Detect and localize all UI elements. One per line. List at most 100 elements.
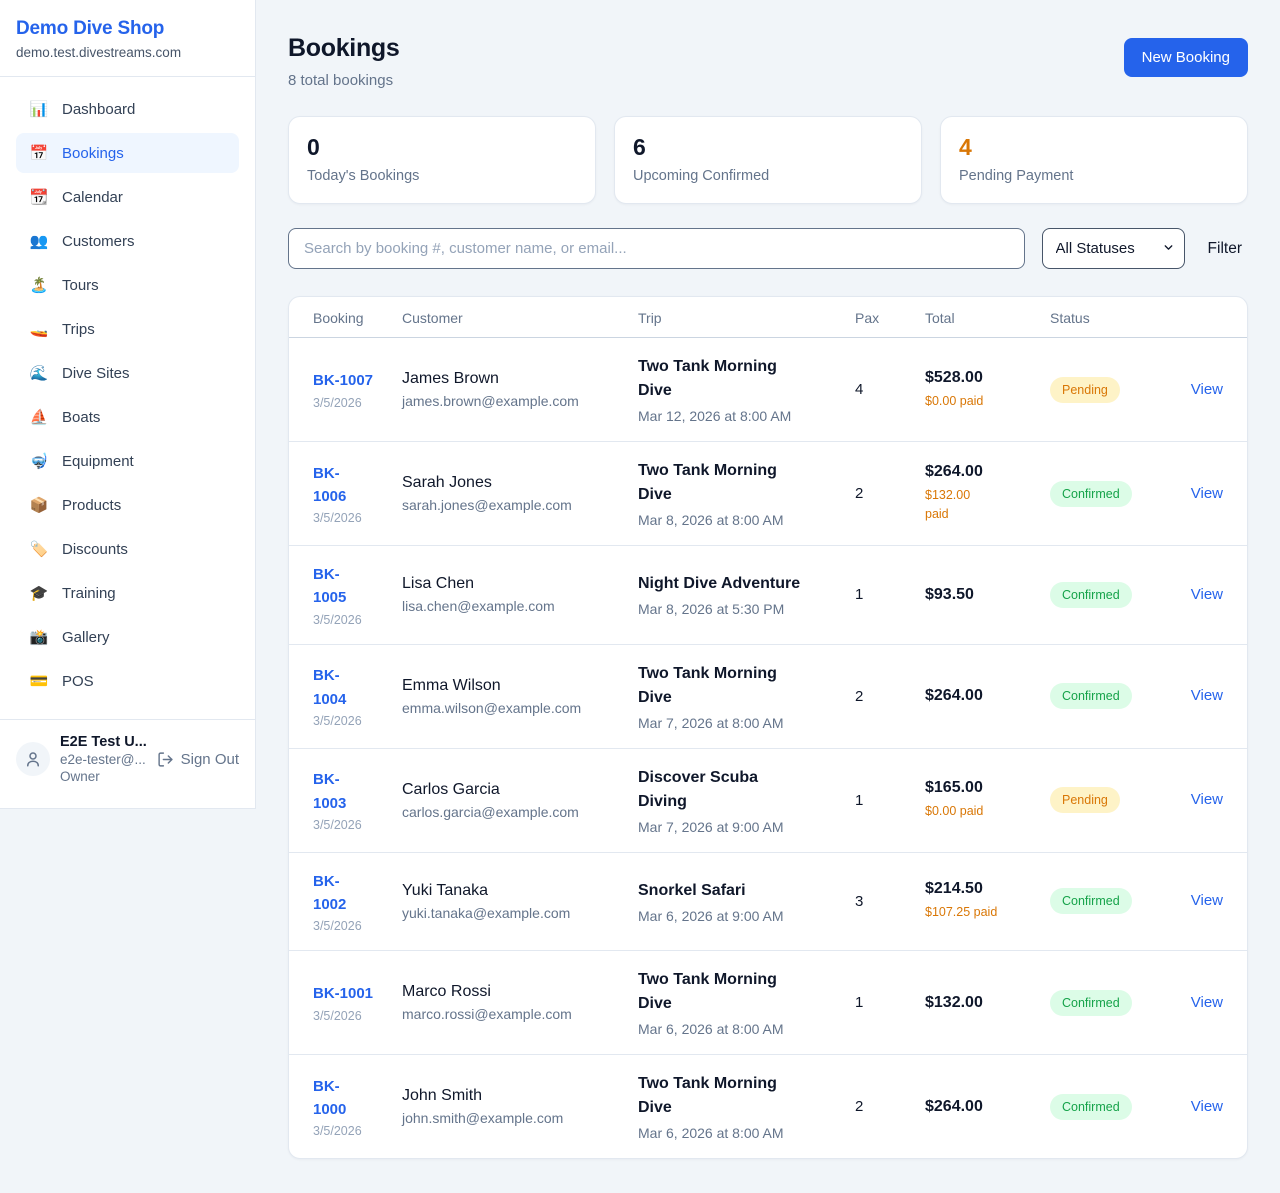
booking-cell: BK- 1003 3/5/2026 bbox=[289, 748, 402, 853]
sidebar-item-label: Training bbox=[62, 584, 116, 602]
sidebar-item-dive-sites[interactable]: 🌊 Dive Sites bbox=[16, 353, 239, 393]
sidebar-item-training[interactable]: 🎓 Training bbox=[16, 573, 239, 613]
wave-icon: 🌊 bbox=[29, 365, 49, 382]
sidebar-item-dashboard[interactable]: 📊 Dashboard bbox=[16, 89, 239, 129]
trip-datetime: Mar 8, 2026 at 8:00 AM bbox=[638, 512, 784, 528]
status-badge: Confirmed bbox=[1050, 480, 1132, 507]
booking-id-link[interactable]: BK- 1005 bbox=[313, 566, 347, 607]
user-email: e2e-tester@... bbox=[60, 752, 146, 767]
total-amount: $528.00 bbox=[925, 368, 983, 386]
sidebar-item-bookings[interactable]: 📅 Bookings bbox=[16, 133, 239, 173]
pax-cell: 2 bbox=[855, 441, 925, 546]
view-cell: View bbox=[1173, 748, 1247, 853]
view-cell: View bbox=[1173, 644, 1247, 749]
sidebar-item-customers[interactable]: 👥 Customers bbox=[16, 221, 239, 261]
stat-label: Pending Payment bbox=[959, 168, 1074, 184]
customer-name: James Brown bbox=[402, 370, 499, 387]
sidebar-item-label: Trips bbox=[62, 320, 95, 338]
shop-name: Demo Dive Shop bbox=[16, 18, 165, 39]
table-row: BK- 1003 3/5/2026 Carlos Garcia carlos.garc… bbox=[289, 748, 1247, 853]
user-name: E2E Test U... bbox=[60, 734, 147, 750]
booking-id-link[interactable]: BK-1001 bbox=[313, 985, 374, 1003]
trip-name: Night Dive Adventure bbox=[638, 575, 801, 593]
calendar-icon: 📅 bbox=[29, 145, 49, 162]
sidebar-item-label: Gallery bbox=[62, 628, 110, 646]
pax-count: 4 bbox=[855, 381, 864, 398]
trip-datetime: Mar 7, 2026 at 9:00 AM bbox=[638, 818, 784, 835]
booking-cell: BK- 1004 3/5/2026 bbox=[289, 644, 402, 749]
pax-cell: 1 bbox=[855, 748, 925, 853]
view-booking-link[interactable]: View bbox=[1190, 585, 1223, 603]
booking-id-link[interactable]: BK-1007 bbox=[313, 372, 374, 390]
amount-paid: $107.25 paid bbox=[925, 905, 998, 920]
page-title: Bookings bbox=[288, 34, 400, 62]
sidebar-item-products[interactable]: 📦 Products bbox=[16, 485, 239, 525]
sidebar-item-tours[interactable]: 🏝️ Tours bbox=[16, 265, 239, 305]
view-booking-link[interactable]: View bbox=[1190, 993, 1223, 1011]
new-booking-button[interactable]: New Booking bbox=[1123, 38, 1248, 77]
booking-cell: BK- 1000 3/5/2026 bbox=[289, 1055, 402, 1159]
customer-email: john.smith@example.com bbox=[402, 1110, 564, 1126]
view-booking-link[interactable]: View bbox=[1190, 1097, 1223, 1115]
sidebar-item-pos[interactable]: 💳 POS bbox=[16, 661, 239, 701]
table-row: BK- 1002 3/5/2026 Yuki Tanaka yuki.tanaka@e… bbox=[289, 852, 1247, 951]
sign-out-button[interactable]: Sign Out bbox=[157, 751, 239, 768]
view-booking-link[interactable]: View bbox=[1190, 892, 1223, 910]
user-avatar-icon bbox=[27, 752, 39, 767]
column-header-customer: Customer bbox=[402, 297, 638, 338]
customer-cell: John Smith john.smith@example.com bbox=[402, 1055, 638, 1159]
trip-name: Two Tank Morning Dive bbox=[638, 1075, 777, 1116]
total-amount: $264.00 bbox=[925, 687, 983, 704]
customer-email: emma.wilson@example.com bbox=[402, 699, 582, 716]
search-input[interactable] bbox=[288, 228, 1025, 269]
user-info: E2E Test U... e2e-tester@... Owner bbox=[60, 734, 147, 784]
total-amount: $264.00 bbox=[925, 1097, 983, 1115]
booking-date: 3/5/2026 bbox=[313, 511, 362, 526]
table-header: Booking Customer Trip Pax Total Status bbox=[289, 297, 1247, 338]
view-booking-link[interactable]: View bbox=[1190, 791, 1223, 808]
sidebar-item-gallery[interactable]: 📸 Gallery bbox=[16, 617, 239, 657]
customer-name: Emma Wilson bbox=[402, 676, 501, 694]
booking-id-link[interactable]: BK- 1006 bbox=[313, 464, 347, 505]
status-cell: Pending bbox=[1050, 748, 1173, 853]
filter-button[interactable]: Filter bbox=[1202, 240, 1248, 258]
sidebar-item-calendar[interactable]: 📆 Calendar bbox=[16, 177, 239, 217]
tear-calendar-icon: 📆 bbox=[29, 189, 49, 206]
view-booking-link[interactable]: View bbox=[1190, 687, 1223, 704]
sidebar-item-label: Dashboard bbox=[62, 100, 136, 118]
view-booking-link[interactable]: View bbox=[1190, 484, 1223, 502]
status-badge: Confirmed bbox=[1050, 581, 1132, 608]
booking-id-link[interactable]: BK- 1002 bbox=[313, 872, 347, 913]
sidebar-item-trips[interactable]: 🚤 Trips bbox=[16, 309, 239, 349]
trip-cell: Two Tank Morning Dive Mar 12, 2026 at 8:0… bbox=[638, 337, 855, 442]
sidebar-item-equipment[interactable]: 🤿 Equipment bbox=[16, 441, 239, 481]
stat-value: 6 bbox=[633, 134, 646, 160]
view-cell: View bbox=[1173, 852, 1247, 951]
trip-datetime: Mar 8, 2026 at 5:30 PM bbox=[638, 601, 785, 618]
user-avatar bbox=[16, 742, 50, 776]
bookings-count: 8 total bookings bbox=[288, 72, 394, 89]
stat-card-pending-payment: 4 Pending Payment bbox=[940, 116, 1248, 204]
sidebar-item-label: Discounts bbox=[62, 540, 128, 558]
booking-date: 3/5/2026 bbox=[313, 395, 362, 410]
total-amount: $214.50 bbox=[925, 880, 983, 898]
booking-date: 3/5/2026 bbox=[313, 612, 362, 627]
customer-email: lisa.chen@example.com bbox=[402, 598, 555, 615]
status-cell: Confirmed bbox=[1050, 1055, 1173, 1159]
view-booking-link[interactable]: View bbox=[1190, 380, 1223, 398]
sidebar: Demo Dive Shop demo.test.divestreams.com… bbox=[0, 0, 256, 809]
status-badge: Pending bbox=[1050, 787, 1120, 813]
booking-cell: BK- 1002 3/5/2026 bbox=[289, 852, 402, 951]
package-icon: 📦 bbox=[29, 497, 49, 514]
booking-id-link[interactable]: BK- 1000 bbox=[313, 1077, 347, 1118]
trip-cell: Two Tank Morning Dive Mar 8, 2026 at 8:00… bbox=[638, 441, 855, 546]
status-select[interactable]: All Statuses bbox=[1041, 228, 1185, 269]
pax-count: 2 bbox=[855, 687, 864, 705]
customer-cell: Yuki Tanaka yuki.tanaka@example.com bbox=[402, 852, 638, 951]
sidebar-item-discounts[interactable]: 🏷️ Discounts bbox=[16, 529, 239, 569]
view-cell: View bbox=[1173, 545, 1247, 645]
booking-id-link[interactable]: BK- 1003 bbox=[313, 771, 347, 812]
island-icon: 🏝️ bbox=[29, 277, 49, 294]
booking-id-link[interactable]: BK- 1004 bbox=[313, 667, 347, 708]
sidebar-item-boats[interactable]: ⛵ Boats bbox=[16, 397, 239, 437]
